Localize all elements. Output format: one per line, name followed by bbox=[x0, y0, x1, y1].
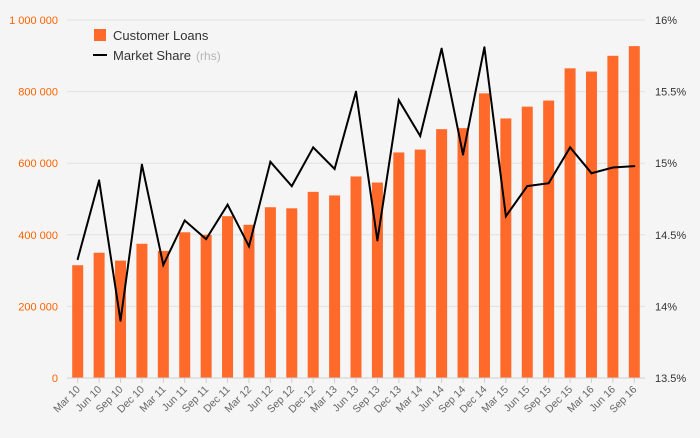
line-point bbox=[440, 47, 443, 50]
line-point bbox=[547, 182, 550, 185]
bar bbox=[564, 68, 576, 378]
bar bbox=[350, 176, 362, 378]
y-right-tick-label: 15.5% bbox=[655, 87, 686, 99]
bar bbox=[478, 93, 490, 378]
bar bbox=[307, 191, 319, 378]
line-point bbox=[290, 185, 293, 188]
bar bbox=[136, 243, 148, 378]
bar bbox=[286, 208, 298, 378]
y-left-tick-label: 200 000 bbox=[18, 301, 58, 313]
bar bbox=[414, 149, 426, 378]
y-right-tick-label: 14.5% bbox=[655, 230, 686, 242]
bar bbox=[521, 106, 533, 379]
bar bbox=[222, 216, 234, 378]
line-point bbox=[355, 90, 357, 93]
y-left-tick-label: 800 000 bbox=[18, 87, 58, 99]
legend-swatch-customer-loans bbox=[94, 29, 106, 41]
bar bbox=[585, 71, 597, 378]
bar bbox=[436, 129, 448, 378]
line-market-share bbox=[76, 46, 636, 322]
y-right-tick-label: 14% bbox=[655, 301, 677, 313]
y-right-tick-label: 13.5% bbox=[655, 373, 686, 385]
legend-label-customer-loans: Customer Loans bbox=[113, 28, 209, 43]
bar bbox=[628, 46, 640, 378]
bar bbox=[329, 195, 341, 378]
line-point bbox=[376, 239, 379, 242]
bar bbox=[179, 232, 191, 378]
line-point bbox=[312, 146, 315, 149]
legend-market-share-note: (rhs) bbox=[196, 49, 221, 63]
y-right-tick-label: 16% bbox=[655, 15, 677, 27]
line-point bbox=[419, 134, 422, 137]
line-point bbox=[183, 219, 186, 222]
line-point bbox=[226, 203, 229, 206]
line-point bbox=[247, 245, 250, 248]
axes: 0 13.5% 200 000 14% 400 000 14.5% 600 000 15% 80… bbox=[9, 15, 686, 416]
bars-customer-loans bbox=[72, 46, 640, 379]
bar bbox=[543, 100, 555, 379]
line-point bbox=[569, 146, 572, 149]
y-left-tick-label: 400 000 bbox=[18, 230, 58, 242]
bar bbox=[200, 234, 212, 378]
line-point bbox=[269, 160, 272, 163]
line-point bbox=[140, 163, 143, 166]
bar bbox=[264, 207, 276, 378]
line-point bbox=[526, 185, 529, 188]
legend: Customer Loans Market Share (rhs) bbox=[93, 28, 221, 63]
y-left-tick-label: 600 000 bbox=[18, 158, 58, 170]
legend-market-share-name: Market Share bbox=[113, 48, 191, 63]
y-right-tick-label: 15% bbox=[655, 158, 677, 170]
line-point bbox=[76, 258, 79, 261]
bar bbox=[393, 152, 405, 378]
line-point bbox=[397, 99, 400, 102]
bar bbox=[371, 182, 383, 378]
line-point bbox=[98, 179, 101, 182]
y-left-tick-label: 0 bbox=[52, 373, 58, 385]
line-point bbox=[333, 167, 336, 170]
bar bbox=[157, 250, 169, 378]
line-point bbox=[205, 238, 208, 241]
y-left-tick-label: 1 000 000 bbox=[9, 15, 58, 27]
line-point bbox=[462, 153, 465, 156]
legend-label-market-share: Market Share (rhs) bbox=[113, 48, 221, 63]
bar bbox=[607, 55, 619, 379]
line-point bbox=[483, 46, 486, 49]
bar bbox=[243, 224, 255, 378]
bar bbox=[457, 128, 469, 378]
line-point bbox=[633, 165, 636, 168]
line-point bbox=[590, 172, 593, 175]
bar bbox=[93, 252, 105, 378]
line-point bbox=[611, 166, 614, 169]
bar bbox=[500, 118, 512, 378]
line-point bbox=[162, 263, 165, 266]
line-point bbox=[504, 215, 507, 218]
bar bbox=[72, 265, 84, 378]
line-point bbox=[119, 319, 122, 322]
